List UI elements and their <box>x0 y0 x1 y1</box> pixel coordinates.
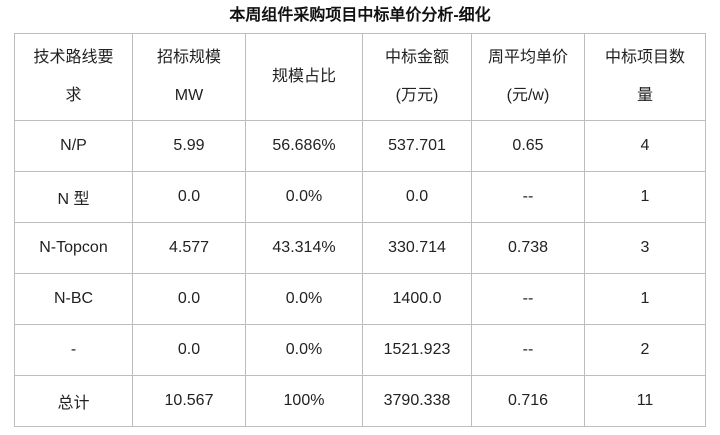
table-cell: -- <box>471 324 585 376</box>
header-bid-scale: 招标规模 MW <box>156 49 221 104</box>
table-row: N-Topcon 4.577 43.314% 330.714 0.738 3 <box>14 222 706 274</box>
header-cell: 周平均单价 (元/w) <box>471 33 585 121</box>
table-cell: 2 <box>584 324 706 376</box>
table-row: N-BC 0.0 0.0% 1400.0 -- 1 <box>14 273 706 325</box>
table-cell: 5.99 <box>132 120 246 172</box>
table-cell: N-BC <box>14 273 133 325</box>
table-cell: 1 <box>584 273 706 325</box>
table-cell: 0.738 <box>471 222 585 274</box>
table-cell: 1521.923 <box>362 324 472 376</box>
table-title: 本周组件采购项目中标单价分析-细化 <box>229 7 491 24</box>
table-cell: N-Topcon <box>14 222 133 274</box>
table-cell: 0.0% <box>245 171 363 223</box>
table-cell: N 型 <box>14 171 133 223</box>
table-cell: -- <box>471 171 585 223</box>
table-cell: 0.716 <box>471 375 585 427</box>
table-cell: 总计 <box>14 375 133 427</box>
table-cell: 0.0% <box>245 324 363 376</box>
header-weekly-avg-price: 周平均单价 (元/w) <box>487 49 568 104</box>
table-cell: -- <box>471 273 585 325</box>
table-cell: 4 <box>584 120 706 172</box>
table-cell: 0.0 <box>362 171 472 223</box>
header-cell: 招标规模 MW <box>132 33 246 121</box>
table-row: N/P 5.99 56.686% 537.701 0.65 4 <box>14 120 706 172</box>
header-row: 技术路线要 求 招标规模 MW 规模占比 中标金额 (万元) 周平均单价 (元/… <box>14 33 706 121</box>
header-tech-route: 技术路线要 求 <box>33 49 114 104</box>
header-project-count: 中标项目数 量 <box>604 49 685 104</box>
table-cell: N/P <box>14 120 133 172</box>
header-bid-amount: 中标金额 (万元) <box>384 49 449 104</box>
table-cell: 56.686% <box>245 120 363 172</box>
header-scale-share: 规模占比 <box>271 68 336 85</box>
table-row: - 0.0 0.0% 1521.923 -- 2 <box>14 324 706 376</box>
header-cell: 中标金额 (万元) <box>362 33 472 121</box>
table-cell: 0.0 <box>132 171 246 223</box>
bid-price-table: 技术路线要 求 招标规模 MW 规模占比 中标金额 (万元) 周平均单价 (元/… <box>14 33 706 427</box>
header-cell: 技术路线要 求 <box>14 33 133 121</box>
table-total-row: 总计 10.567 100% 3790.338 0.716 11 <box>14 375 706 427</box>
table-cell: - <box>14 324 133 376</box>
table-cell: 0.65 <box>471 120 585 172</box>
header-cell: 规模占比 <box>245 33 363 121</box>
table-cell: 43.314% <box>245 222 363 274</box>
table-cell: 4.577 <box>132 222 246 274</box>
table-cell: 330.714 <box>362 222 472 274</box>
table-cell: 0.0 <box>132 324 246 376</box>
table-cell: 0.0% <box>245 273 363 325</box>
table-cell: 0.0 <box>132 273 246 325</box>
table-cell: 100% <box>245 375 363 427</box>
table-cell: 3790.338 <box>362 375 472 427</box>
table-cell: 537.701 <box>362 120 472 172</box>
table-row: N 型 0.0 0.0% 0.0 -- 1 <box>14 171 706 223</box>
table-cell: 11 <box>584 375 706 427</box>
table-cell: 10.567 <box>132 375 246 427</box>
header-cell: 中标项目数 量 <box>584 33 706 121</box>
table-cell: 1 <box>584 171 706 223</box>
table-cell: 1400.0 <box>362 273 472 325</box>
table-cell: 3 <box>584 222 706 274</box>
